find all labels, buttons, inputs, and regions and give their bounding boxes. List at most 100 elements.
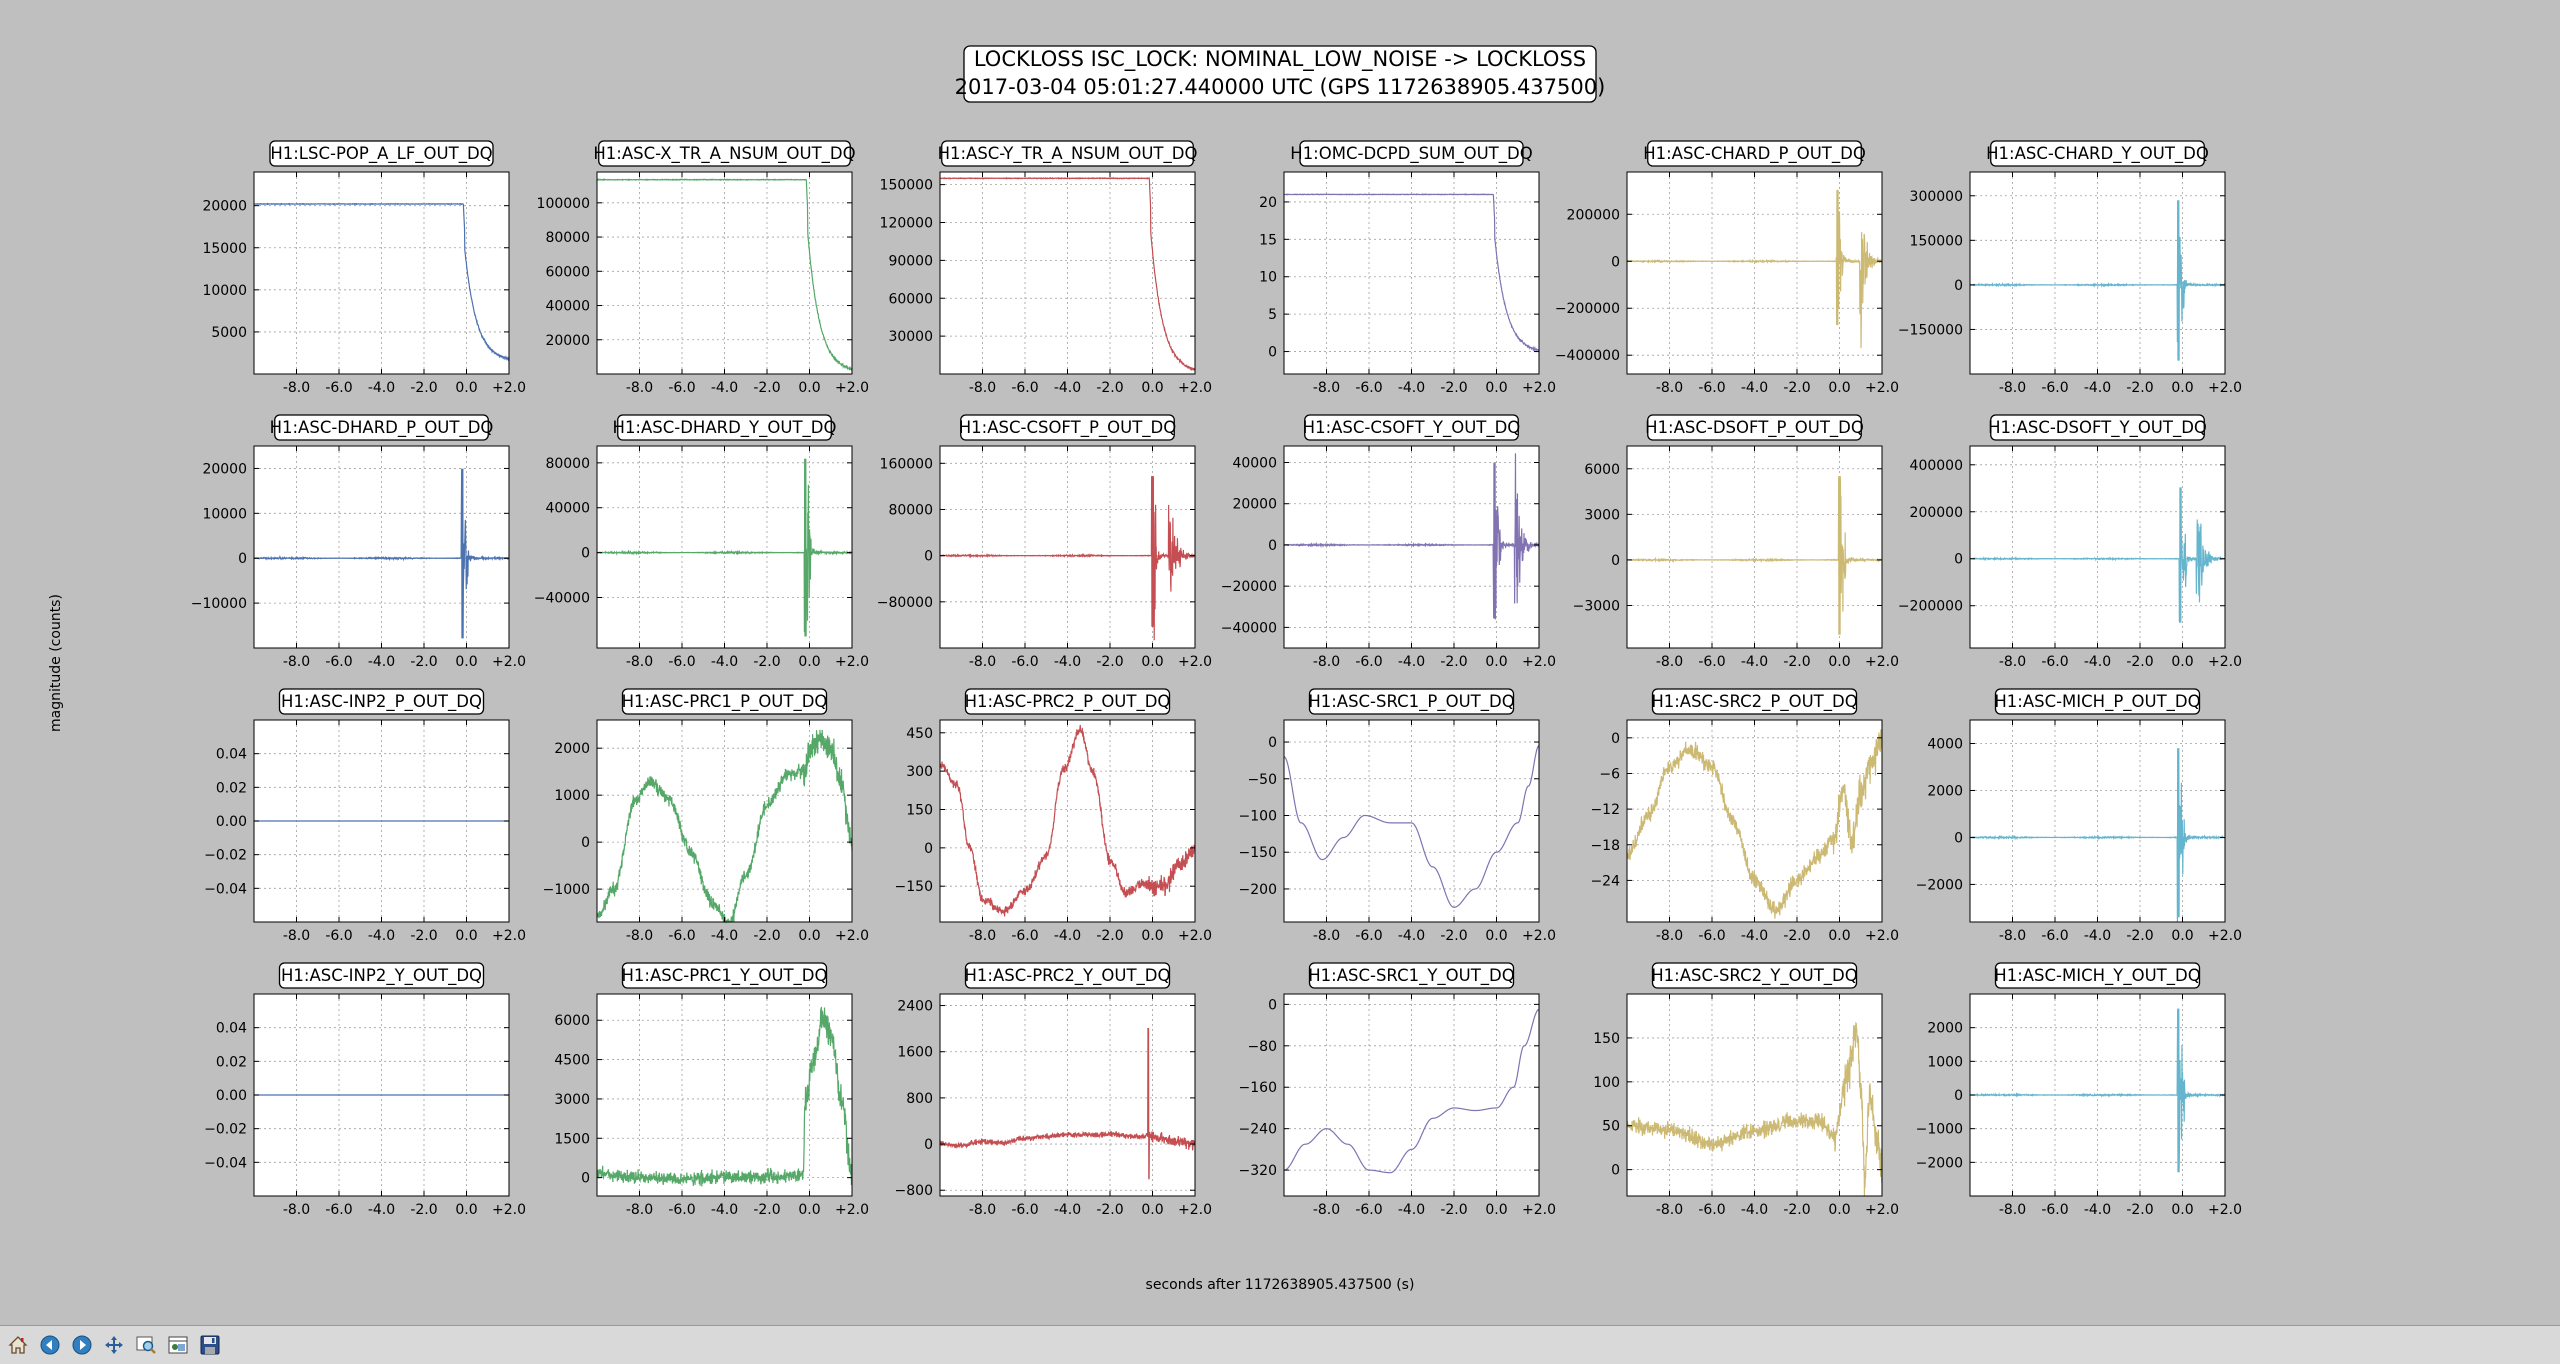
back-icon: [40, 1335, 60, 1355]
y-tick-label: −20000: [1221, 579, 1277, 595]
y-tick-label: −40000: [534, 591, 590, 607]
series-line-asc-src2-p-out-dq: [1626, 729, 1883, 919]
y-tick-label: 3000: [554, 1092, 590, 1108]
subplot-asc-inp2-p-out-dq: -8.0 -6.0 -4.0 -2.0 0.0 +2.0 −0.04 −0.02 0.00 0.0…: [204, 688, 526, 944]
subplot-title: H1:ASC-CSOFT_Y_OUT_DQ: [1303, 418, 1521, 438]
x-tick-label: 0.0: [2171, 1202, 2193, 1218]
x-tick-label: -2.0: [1440, 1202, 1467, 1218]
subplot-title: H1:ASC-SRC1_Y_OUT_DQ: [1308, 966, 1515, 986]
y-tick-label: −12: [1590, 802, 1620, 818]
y-tick-label: 150: [1593, 1031, 1620, 1047]
back-button[interactable]: [36, 1331, 64, 1359]
series-line-asc-csoft-y-out-dq: [1283, 453, 1540, 620]
y-tick-label: −1000: [543, 882, 590, 898]
y-tick-label: 1600: [897, 1045, 933, 1061]
x-tick-label: -8.0: [283, 1202, 310, 1218]
y-axis-label: magnitude (counts): [48, 594, 64, 732]
x-tick-label: -4.0: [1741, 928, 1768, 944]
x-tick-label: -6.0: [2041, 928, 2068, 944]
x-tick-label: +2.0: [492, 928, 526, 944]
pan-icon: [105, 1336, 123, 1354]
x-tick-label: -4.0: [2084, 1202, 2111, 1218]
subplot-asc-src1-y-out-dq: -8.0 -6.0 -4.0 -2.0 0.0 +2.0 −320 −240 −160 −80 0 H…: [1239, 962, 1556, 1218]
y-tick-label: 150: [906, 802, 933, 818]
y-tick-label: 60000: [888, 291, 933, 307]
zoom-button[interactable]: [132, 1331, 160, 1359]
x-tick-label: +2.0: [2208, 928, 2242, 944]
subplot-title-box: [1994, 688, 2201, 715]
forward-button[interactable]: [68, 1331, 96, 1359]
x-tick-label: -2.0: [2126, 928, 2153, 944]
x-tick-label: +2.0: [492, 1202, 526, 1218]
x-tick-label: -8.0: [1999, 380, 2026, 396]
series-line-asc-dsoft-y-out-dq: [1969, 487, 2226, 623]
x-tick-label: -2.0: [2126, 1202, 2153, 1218]
subplot-title: H1:ASC-PRC2_P_OUT_DQ: [965, 692, 1171, 712]
x-tick-label: +2.0: [1865, 380, 1899, 396]
configure-icon: [168, 1336, 188, 1354]
y-tick-label: 40000: [545, 501, 590, 517]
x-tick-label: -6.0: [1011, 928, 1038, 944]
subplot-title: H1:ASC-DHARD_P_OUT_DQ: [270, 418, 494, 438]
subplot-asc-x-tr-a-nsum-out-dq: -8.0 -6.0 -4.0 -2.0 0.0 +2.0 20000 40000 60000 80…: [537, 140, 869, 396]
navigation-toolbar: [0, 1325, 2560, 1364]
x-tick-label: +2.0: [492, 654, 526, 670]
x-tick-label: -6.0: [2041, 1202, 2068, 1218]
y-tick-label: 2000: [554, 741, 590, 757]
x-tick-label: -8.0: [969, 654, 996, 670]
figure: LOCKLOSS ISC_LOCK: NOMINAL_LOW_NOISE -> …: [48, 45, 2242, 1293]
y-tick-label: 0: [581, 546, 590, 562]
y-tick-label: 5: [1268, 307, 1277, 323]
x-tick-label: 0.0: [1828, 928, 1850, 944]
x-tick-label: 0.0: [1485, 928, 1507, 944]
y-tick-label: 15: [1259, 232, 1277, 248]
x-tick-label: 0.0: [455, 1202, 477, 1218]
y-tick-label: −800: [895, 1183, 933, 1199]
y-tick-label: −150: [895, 879, 933, 895]
subplot-title-box: [1990, 140, 2205, 167]
x-tick-label: 0.0: [1485, 380, 1507, 396]
subplot-title: H1:ASC-PRC1_P_OUT_DQ: [622, 692, 828, 712]
y-tick-label: −2000: [1916, 877, 1963, 893]
pan-button[interactable]: [100, 1331, 128, 1359]
save-button[interactable]: [196, 1331, 224, 1359]
home-button[interactable]: [4, 1331, 32, 1359]
x-tick-label: 0.0: [798, 380, 820, 396]
y-tick-label: −50: [1247, 772, 1277, 788]
y-tick-label: −200000: [1898, 599, 1963, 615]
y-tick-label: −0.04: [204, 881, 247, 897]
y-tick-label: −3000: [1573, 598, 1620, 614]
x-tick-label: 0.0: [1141, 928, 1163, 944]
x-tick-label: -4.0: [711, 1202, 738, 1218]
configure-subplots-button[interactable]: [164, 1331, 192, 1359]
y-tick-label: −40000: [1221, 620, 1277, 636]
subplot-lsc-pop-a-lf-out-dq: -8.0 -6.0 -4.0 -2.0 0.0 +2.0 5000 10000 15000 200…: [202, 140, 526, 396]
save-icon: [200, 1335, 220, 1355]
subplot-title-box: [1651, 962, 1858, 989]
y-tick-label: 100: [1593, 1075, 1620, 1091]
y-tick-label: −200: [1239, 882, 1277, 898]
y-tick-label: 40000: [1232, 455, 1277, 471]
x-tick-label: 0.0: [2171, 928, 2193, 944]
y-tick-label: −150000: [1898, 322, 1963, 338]
y-tick-label: −400000: [1555, 348, 1620, 364]
subplot-title: H1:ASC-INP2_Y_OUT_DQ: [281, 966, 482, 986]
y-tick-label: 200000: [1910, 505, 1963, 521]
y-tick-label: 90000: [888, 253, 933, 269]
x-tick-label: -2.0: [1783, 1202, 1810, 1218]
x-tick-label: -8.0: [626, 1202, 653, 1218]
subplot-asc-chard-y-out-dq: -8.0 -6.0 -4.0 -2.0 0.0 +2.0 −150000 0 150000 300…: [1898, 140, 2242, 396]
x-tick-label: +2.0: [1865, 928, 1899, 944]
y-tick-label: −80: [1247, 1039, 1277, 1055]
subplot-asc-src1-p-out-dq: -8.0 -6.0 -4.0 -2.0 0.0 +2.0 −200 −150 −100 −50 0 H…: [1239, 688, 1556, 944]
y-tick-label: 120000: [880, 216, 933, 232]
forward-icon: [72, 1335, 92, 1355]
y-tick-label: 160000: [880, 456, 933, 472]
series-line-asc-chard-y-out-dq: [1969, 200, 2226, 361]
subplot-title-box: [941, 140, 1194, 167]
y-tick-label: 15000: [202, 241, 247, 257]
y-tick-label: −320: [1239, 1163, 1277, 1179]
subplot-asc-dhard-p-out-dq: -8.0 -6.0 -4.0 -2.0 0.0 +2.0 −10000 0 10000 20000…: [191, 414, 526, 670]
y-tick-label: 0: [581, 1171, 590, 1187]
subplot-title-box: [964, 688, 1171, 715]
